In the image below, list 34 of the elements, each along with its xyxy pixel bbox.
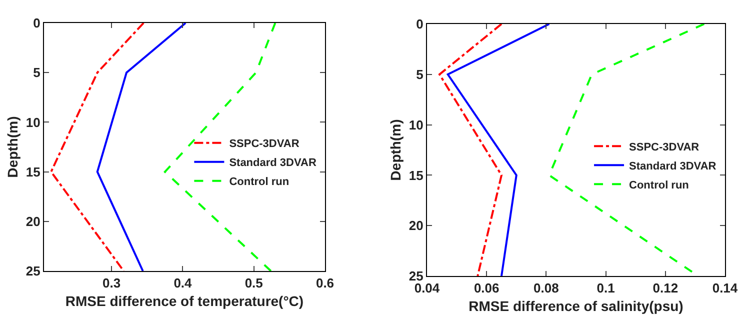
x-axis-title: RMSE difference of salinity(psu) <box>468 298 684 314</box>
x-tick-label: 0.06 <box>474 280 500 296</box>
legend-label: SSPC-3DVAR <box>629 141 700 154</box>
legend-label: Standard 3DVAR <box>629 160 716 172</box>
x-tick-label: 0.12 <box>652 280 678 296</box>
x-tick-label: 0.08 <box>534 280 559 296</box>
legend-label: Control run <box>629 179 690 192</box>
legend-label: Standard 3DVAR <box>229 157 316 170</box>
y-tick-label: 15 <box>26 164 40 180</box>
x-tick-label: 0.14 <box>712 280 738 296</box>
y-tick-label: 10 <box>26 114 40 130</box>
line-series <box>50 23 145 271</box>
y-tick-label: 25 <box>26 264 40 279</box>
line-series <box>96 23 187 271</box>
y-axis-title: Depth(m) <box>4 116 21 178</box>
legend-label: SSPC-3DVAR <box>229 138 300 150</box>
y-tick-label: 0 <box>416 16 424 32</box>
y-tick-label: 5 <box>416 66 424 82</box>
legend-label: Control run <box>229 176 290 188</box>
y-tick-label: 15 <box>408 168 424 183</box>
y-axis-title: Depth(m) <box>388 119 404 181</box>
x-tick-label: 0.1 <box>596 280 615 296</box>
x-axis-title: RMSE difference of temperature(°C) <box>65 292 304 309</box>
x-tick-label: 0.6 <box>316 276 334 291</box>
x-tick-label: 0.4 <box>174 276 193 291</box>
y-tick-label: 20 <box>408 218 424 234</box>
y-tick-label: 0 <box>33 16 40 31</box>
y-tick-label: 10 <box>408 117 424 132</box>
y-tick-label: 20 <box>26 214 40 229</box>
line-series <box>438 24 502 276</box>
y-tick-label: 5 <box>33 65 40 80</box>
x-tick-label: 0.3 <box>102 276 121 291</box>
x-tick-label: 0.5 <box>244 276 263 291</box>
line-series <box>446 24 550 276</box>
